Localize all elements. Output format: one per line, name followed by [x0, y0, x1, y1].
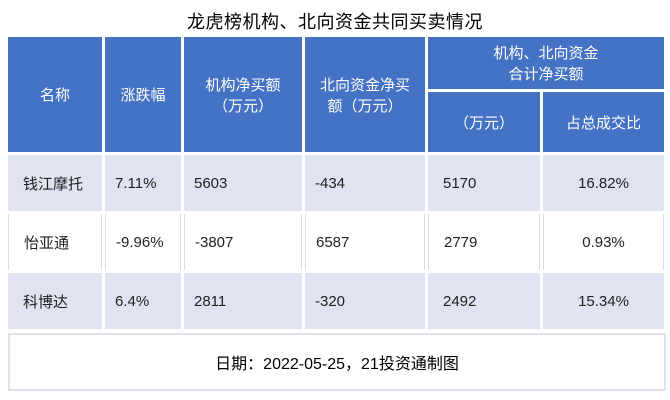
cell-north-net-buy: -434: [305, 155, 425, 211]
cell-combined-amount: 2779: [428, 214, 540, 270]
cell-combined-amount: 2492: [428, 273, 540, 329]
header-row-top: 名称 涨跌幅 机构净买额 （万元） 北向资金净买 额（万元） 机构、北向资金 合…: [8, 37, 665, 152]
cell-turnover-ratio: 0.93%: [543, 214, 665, 270]
table-row: 钱江摩托 7.11% 5603 -434 5170 16.82%: [8, 155, 665, 211]
col-header-name: 名称: [8, 37, 102, 152]
cell-change-pct: 7.11%: [105, 155, 181, 211]
cell-stock-name: 科博达: [8, 273, 102, 329]
cell-north-net-buy: 6587: [305, 214, 425, 270]
table-header: 名称 涨跌幅 机构净买额 （万元） 北向资金净买 额（万元） 机构、北向资金 合…: [8, 37, 665, 152]
cell-turnover-ratio: 16.82%: [543, 155, 665, 211]
cell-turnover-ratio: 15.34%: [543, 273, 665, 329]
cell-combined-amount: 5170: [428, 155, 540, 211]
footer-note-box: 日期：2022-05-25，21投资通制图: [8, 333, 666, 391]
header-row-sub: （万元） 占总成交比: [8, 92, 665, 152]
col-header-combined-amount: （万元）: [428, 92, 540, 152]
cell-stock-name: 钱江摩托: [8, 155, 102, 211]
table-row: 怡亚通 -9.96% -3807 6587 2779 0.93%: [8, 214, 665, 270]
cell-inst-net-buy: 5603: [184, 155, 302, 211]
cell-inst-net-buy: -3807: [184, 214, 302, 270]
data-table: 名称 涨跌幅 机构净买额 （万元） 北向资金净买 额（万元） 机构、北向资金 合…: [5, 34, 667, 332]
cell-change-pct: -9.96%: [105, 214, 181, 270]
cell-change-pct: 6.4%: [105, 273, 181, 329]
cell-stock-name: 怡亚通: [8, 214, 102, 270]
cell-inst-net-buy: 2811: [184, 273, 302, 329]
table-row: 科博达 6.4% 2811 -320 2492 15.34%: [8, 273, 665, 329]
footer-note-text: 日期：2022-05-25，21投资通制图: [215, 356, 459, 373]
col-header-inst-net-buy: 机构净买额 （万元）: [184, 37, 302, 152]
col-header-combined-group: 机构、北向资金 合计净买额: [428, 37, 665, 89]
col-header-change: 涨跌幅: [105, 37, 181, 152]
table-body: 钱江摩托 7.11% 5603 -434 5170 16.82% 怡亚通 -9.…: [8, 155, 665, 329]
col-header-combined-ratio: 占总成交比: [543, 92, 665, 152]
col-header-north-net-buy: 北向资金净买 额（万元）: [305, 37, 425, 152]
page-title: 龙虎榜机构、北向资金共同买卖情况: [187, 12, 483, 32]
cell-north-net-buy: -320: [305, 273, 425, 329]
